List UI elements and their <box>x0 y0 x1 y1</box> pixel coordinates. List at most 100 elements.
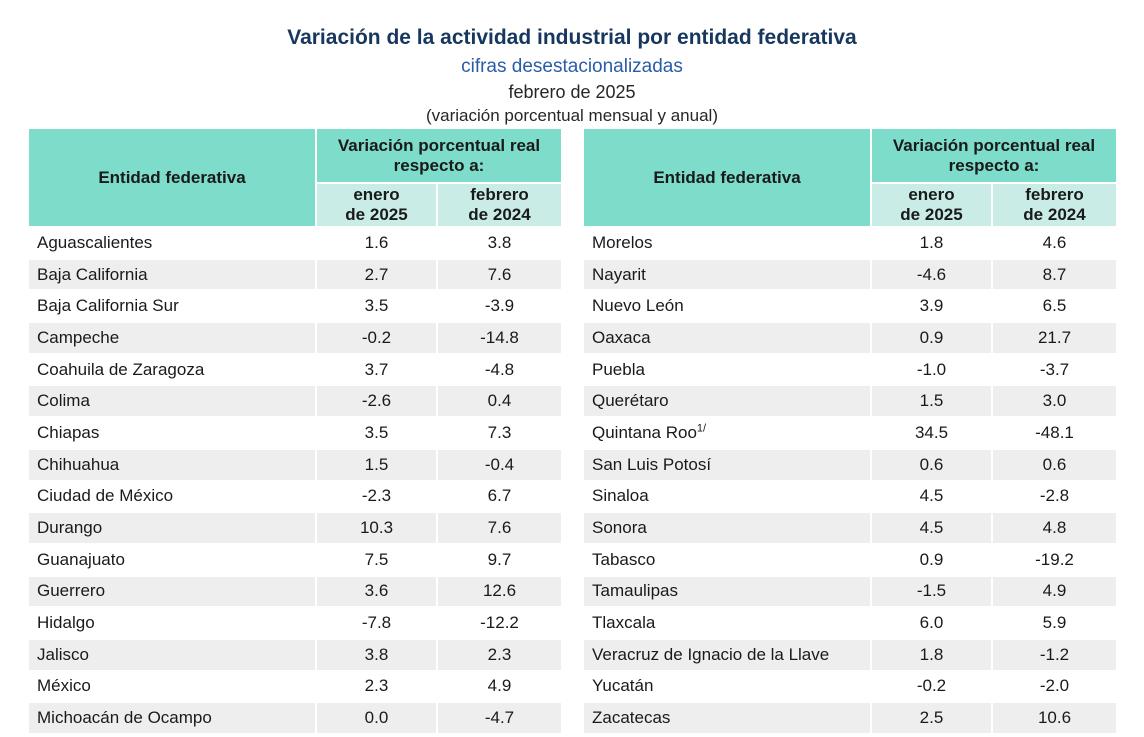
table-row: Baja California Sur 3.5 -3.9 <box>29 291 561 321</box>
monthly-value: -2.3 <box>361 486 392 506</box>
monthly-value: 34.5 <box>914 422 949 442</box>
annual-value: -48.1 <box>1035 422 1074 442</box>
page-subtitle: cifras desestacionalizadas <box>461 56 683 77</box>
entity-name: Nayarit <box>584 259 870 290</box>
annual-value: 6.7 <box>487 486 512 506</box>
table-row: Colima -2.6 0.4 <box>29 386 561 417</box>
annual-value: 7.6 <box>438 513 561 543</box>
table-row: Michoacán de Ocampo 0.0 -4.7 <box>29 703 561 733</box>
monthly-value: 1.5 <box>872 386 991 417</box>
annual-value: 12.6 <box>438 576 561 607</box>
entity-name: Jalisco <box>29 639 315 670</box>
monthly-value: 3.8 <box>317 639 436 670</box>
entity-name: Campeche <box>29 323 315 353</box>
monthly-value: 0.6 <box>872 449 991 480</box>
annual-value: 4.9 <box>993 576 1116 607</box>
annual-value: -1.2 <box>993 639 1116 670</box>
entity-name: Tabasco <box>592 549 656 569</box>
entity-name: Baja California <box>29 259 315 290</box>
table-row: Nayarit -4.6 8.7 <box>584 259 1116 290</box>
monthly-value: 6.0 <box>919 613 944 633</box>
entity-name: Yucatán <box>592 676 654 696</box>
annual-value: 6.5 <box>1042 296 1067 316</box>
table-row: Baja California 2.7 7.6 <box>29 259 561 290</box>
entity-name: México <box>37 676 91 696</box>
states-table-left: Entidad federativa Variación porcentual … <box>27 127 563 735</box>
table-row: Sonora 4.5 4.8 <box>584 513 1116 543</box>
monthly-value: -0.2 <box>317 323 436 353</box>
monthly-value: 3.6 <box>317 576 436 607</box>
monthly-value: 2.7 <box>317 259 436 290</box>
entity-name: Morelos <box>592 232 653 252</box>
entity-name: Colima <box>29 386 315 417</box>
entity-name: Chihuahua <box>29 449 315 480</box>
annual-value: -19.2 <box>1035 549 1074 569</box>
annual-value: -2.8 <box>1039 486 1070 506</box>
annual-value: 0.6 <box>993 449 1116 480</box>
entity-name: Zacatecas <box>584 703 870 733</box>
annual-column-header: febrero de 2024 <box>438 184 561 226</box>
table-row: Tlaxcala 6.0 5.9 <box>584 608 1116 638</box>
entity-name: Coahuila de Zaragoza <box>37 359 205 379</box>
entity-name: Baja California Sur <box>37 296 179 316</box>
table-row: Sinaloa 4.5 -2.8 <box>584 482 1116 512</box>
title-block: Variación de la actividad industrial por… <box>0 0 1144 127</box>
monthly-value: 3.7 <box>364 359 389 379</box>
entity-column-header: Entidad federativa <box>584 129 870 226</box>
table-row: Zacatecas 2.5 10.6 <box>584 703 1116 733</box>
monthly-value: -1.0 <box>916 359 947 379</box>
table-row: Morelos 1.8 4.6 <box>584 228 1116 258</box>
period-label: febrero de 2025 <box>508 82 636 102</box>
annual-value: -3.9 <box>484 296 515 316</box>
monthly-value: 10.3 <box>317 513 436 543</box>
entity-name: Oaxaca <box>584 323 870 353</box>
tables-container: Entidad federativa Variación porcentual … <box>0 127 1144 735</box>
monthly-value: 1.8 <box>919 232 944 252</box>
entity-name: Sonora <box>584 513 870 543</box>
entity-name: Tamaulipas <box>584 576 870 607</box>
annual-value: -12.2 <box>480 613 519 633</box>
table-row: San Luis Potosí 0.6 0.6 <box>584 449 1116 480</box>
monthly-value: 7.5 <box>364 549 389 569</box>
entity-name: Sinaloa <box>592 486 649 506</box>
monthly-value: 1.5 <box>317 449 436 480</box>
table-row: México 2.3 4.9 <box>29 672 561 702</box>
annual-value: -14.8 <box>438 323 561 353</box>
table-row: Guanajuato 7.5 9.7 <box>29 545 561 575</box>
table-row: Nuevo León 3.9 6.5 <box>584 291 1116 321</box>
entity-name: Tlaxcala <box>592 613 656 633</box>
table-row: Chiapas 3.5 7.3 <box>29 418 561 448</box>
entity-name: Durango <box>29 513 315 543</box>
monthly-value: -7.8 <box>361 613 392 633</box>
annual-value: 4.9 <box>487 676 512 696</box>
monthly-column-header: enero de 2025 <box>872 184 991 226</box>
table-row: Jalisco 3.8 2.3 <box>29 639 561 670</box>
table-row: Quintana Roo1/34.5 -48.1 <box>584 418 1116 448</box>
table-row: Campeche -0.2 -14.8 <box>29 323 561 353</box>
monthly-value: 3.5 <box>364 422 389 442</box>
annual-value: -4.8 <box>484 359 515 379</box>
entity-name: Puebla <box>592 359 645 379</box>
states-table-right: Entidad federativa Variación porcentual … <box>582 127 1118 735</box>
entity-name: Querétaro <box>584 386 870 417</box>
table-row: Tamaulipas -1.5 4.9 <box>584 576 1116 607</box>
annual-value: -3.7 <box>1039 359 1070 379</box>
footnote-marker: 1/ <box>696 422 707 435</box>
monthly-value: 4.5 <box>872 513 991 543</box>
monthly-value: -0.2 <box>916 676 947 696</box>
monthly-value: 2.5 <box>872 703 991 733</box>
table-row: Veracruz de Ignacio de la Llave 1.8 -1.2 <box>584 639 1116 670</box>
table-row: Tabasco 0.9 -19.2 <box>584 545 1116 575</box>
table-header: Entidad federativa Variación porcentual … <box>584 129 1116 226</box>
monthly-value: -2.6 <box>317 386 436 417</box>
entity-column-header: Entidad federativa <box>29 129 315 226</box>
entity-name: Quintana Roo1/ <box>592 422 707 442</box>
annual-value: 9.7 <box>487 549 512 569</box>
monthly-value: 2.3 <box>364 676 389 696</box>
page-title: Variación de la actividad industrial por… <box>287 26 857 49</box>
annual-value: 7.6 <box>438 259 561 290</box>
annual-value: 0.4 <box>438 386 561 417</box>
monthly-value: 0.9 <box>919 549 944 569</box>
table-row: Oaxaca 0.9 21.7 <box>584 323 1116 353</box>
